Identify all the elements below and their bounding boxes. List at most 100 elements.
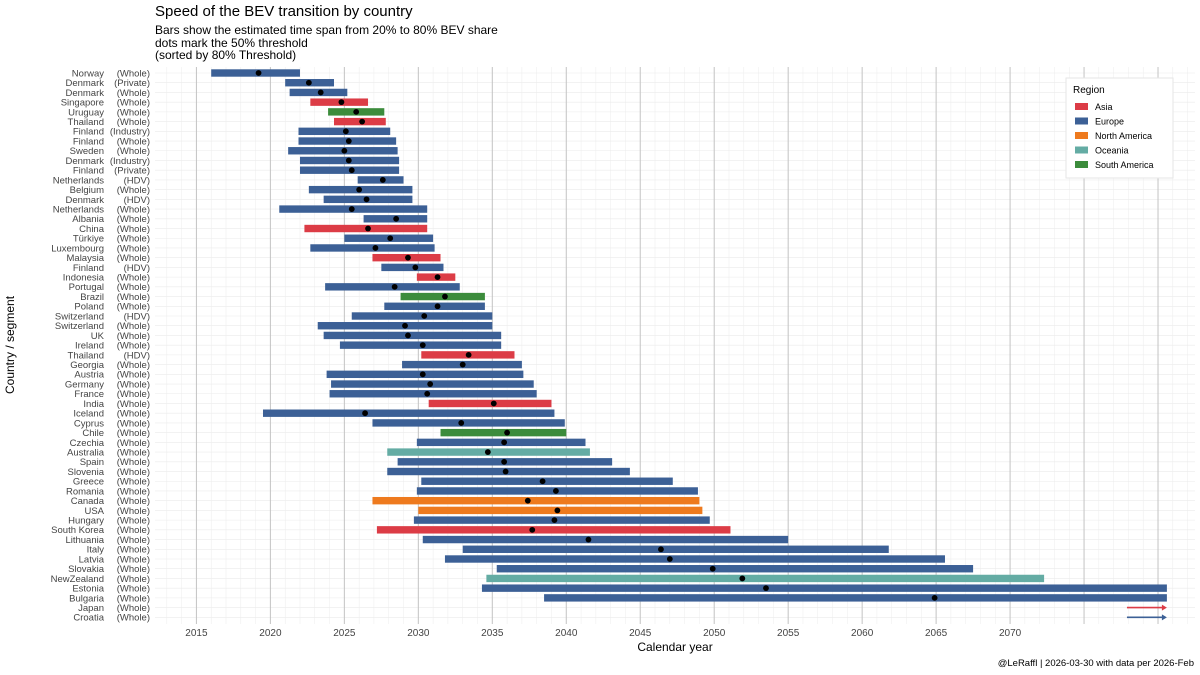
segment-label: (HDV) (124, 263, 150, 274)
threshold-50-dot (465, 351, 472, 358)
country-label: Finland (73, 263, 104, 274)
country-label: Chile (82, 428, 104, 439)
segment-label: (Whole) (117, 389, 150, 400)
country-label: Ireland (75, 341, 104, 352)
segment-label: (Whole) (117, 253, 150, 264)
country-label: Spain (80, 457, 104, 468)
segment-label: (Whole) (117, 506, 150, 517)
threshold-50-dot (356, 186, 363, 193)
country-label: Denmark (65, 78, 104, 89)
threshold-50-dot (412, 264, 419, 271)
legend-label: Europe (1095, 117, 1124, 127)
threshold-50-dot (387, 235, 394, 242)
segment-label: (Whole) (117, 136, 150, 147)
country-label: Romania (66, 486, 105, 497)
country-label: Belgium (70, 185, 104, 196)
country-label: Canada (71, 496, 105, 507)
country-label: Estonia (72, 584, 104, 595)
country-label: Slovakia (68, 564, 105, 575)
midpoint-dots (255, 70, 938, 601)
threshold-50-dot (554, 507, 561, 514)
threshold-50-dot (421, 313, 428, 319)
threshold-50-dot (405, 332, 411, 339)
threshold-50-dot (666, 556, 673, 562)
segment-label: (Whole) (117, 88, 150, 99)
threshold-50-dot (419, 342, 426, 349)
legend-label: Oceania (1095, 146, 1129, 156)
threshold-50-dot (524, 497, 531, 504)
x-tick-label: 2050 (703, 628, 726, 639)
threshold-50-dot (419, 371, 426, 378)
country-label: Türkiye (73, 234, 104, 245)
segment-label: (Whole) (117, 603, 150, 614)
country-label: China (79, 224, 105, 235)
threshold-50-dot (739, 575, 746, 582)
legend-swatch (1075, 146, 1088, 154)
transition-bar (486, 574, 1045, 583)
y-axis-title: Country / segment (3, 295, 17, 394)
segment-label: (Whole) (117, 496, 150, 507)
country-label: Switzerland (55, 321, 104, 332)
country-label: Thailand (68, 117, 104, 128)
threshold-50-dot (353, 108, 360, 115)
transition-bar (481, 584, 1167, 592)
threshold-50-dot (372, 245, 379, 251)
transition-bar (428, 399, 552, 408)
segment-label: (Whole) (117, 370, 150, 381)
segment-label: (Industry) (110, 156, 150, 167)
threshold-50-dot (709, 565, 716, 572)
x-tick-label: 2045 (629, 628, 652, 639)
segment-label: (Whole) (117, 146, 150, 157)
threshold-50-dot (363, 196, 370, 203)
country-label: Sweden (70, 146, 104, 157)
threshold-50-dot (551, 517, 558, 524)
threshold-50-dot (529, 526, 536, 533)
transition-bar (376, 526, 731, 534)
threshold-50-dot (359, 118, 366, 125)
country-label: Netherlands (53, 204, 104, 215)
transition-bar (496, 565, 974, 573)
country-label: Czechia (70, 438, 105, 449)
country-label: Lithuania (65, 535, 104, 546)
legend-label: Asia (1095, 102, 1113, 112)
segment-label: (Whole) (117, 438, 150, 449)
x-tick-label: 2035 (481, 628, 504, 639)
overflow-arrow-head (1161, 604, 1167, 611)
country-label: Georgia (70, 360, 105, 371)
legend-swatch (1075, 161, 1088, 168)
threshold-50-dot (345, 138, 352, 144)
threshold-50-dot (658, 546, 664, 553)
segment-label: (Whole) (117, 447, 150, 458)
transition-bar (413, 516, 710, 524)
country-label: Denmark (65, 195, 104, 206)
threshold-50-dot (490, 400, 497, 407)
threshold-50-dot (338, 99, 345, 106)
segment-label: (Whole) (117, 302, 150, 313)
threshold-50-dot (458, 420, 465, 426)
country-label: Iceland (73, 409, 104, 420)
segment-label: (Industry) (110, 127, 150, 138)
segment-label: (Whole) (117, 204, 150, 215)
segment-label: (Private) (114, 166, 150, 177)
threshold-50-dot (763, 585, 769, 592)
country-label: Slovenia (68, 467, 105, 478)
chart-caption: @LeRaffl | 2026-03-30 with data per 2026… (998, 658, 1194, 669)
country-label: Switzerland (55, 311, 104, 322)
segment-label: (Whole) (117, 428, 150, 439)
segment-label: (Whole) (117, 467, 150, 478)
transition-bar (544, 594, 1167, 602)
segment-label: (Whole) (117, 360, 150, 371)
legend-swatch (1075, 132, 1088, 139)
threshold-50-dot (255, 70, 262, 76)
legend-label: South America (1095, 160, 1154, 170)
chart-title: Speed of the BEV transition by country (155, 3, 413, 20)
threshold-50-dot (348, 206, 355, 212)
segment-label: (HDV) (124, 350, 150, 361)
bars (211, 69, 1167, 621)
x-tick-label: 2065 (925, 628, 948, 639)
threshold-50-dot (317, 89, 324, 96)
overflow-arrow-head (1161, 614, 1167, 621)
transition-bar (372, 496, 700, 505)
transition-bar (387, 467, 630, 476)
